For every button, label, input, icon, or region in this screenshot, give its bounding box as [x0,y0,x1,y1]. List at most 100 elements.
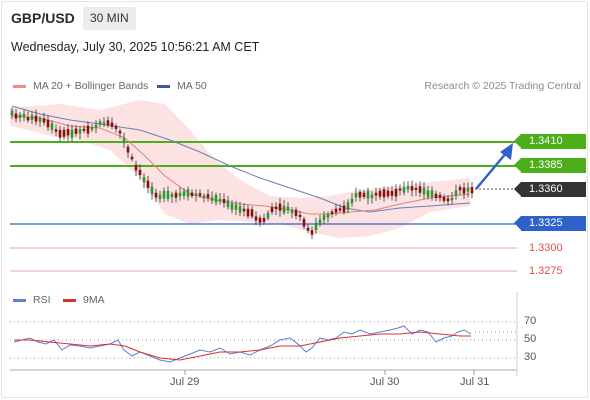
candle-body [170,193,174,198]
candle-body [410,186,414,191]
candle-body [38,118,42,122]
ma50-line [11,105,471,213]
candle-body [126,146,130,153]
x-tick-jul29: Jul 29 [170,376,200,388]
candle-body [142,177,146,183]
candle-body [326,214,330,218]
candle-body [110,122,114,127]
candle-body [154,192,158,198]
rsi-line [13,325,472,363]
candle-body [418,186,422,193]
candle-body [10,110,14,116]
candle-body [274,206,278,210]
candle-body [306,227,310,231]
bollinger-band [10,100,470,238]
candle-body [158,194,162,200]
candle-body [390,190,394,196]
candle-body [230,203,234,210]
level-label-1: 1.3410 [514,134,586,149]
candle-body [94,124,98,128]
candle-body [30,115,34,120]
candle-body [302,218,306,227]
candle-body [330,211,334,215]
candle-body [442,196,446,201]
candle-body [70,129,74,138]
candle-body [470,186,474,194]
candle-body [42,118,46,123]
x-tick-jul30: Jul 30 [370,376,400,388]
legend-ma9: 9MA [63,294,105,306]
candle-body [350,198,354,204]
candle-body [262,217,266,222]
candle-body [382,189,386,198]
candle-body [178,192,182,197]
candle-body [234,204,238,210]
candle-body [222,199,226,204]
candle-body [402,187,406,193]
candle-body [414,187,418,190]
candle-body [338,208,342,211]
ma50-swatch [157,84,170,88]
candle-body [334,208,338,213]
candle-body [98,121,102,125]
candle-body [198,193,202,196]
candle-body [14,113,18,119]
candle-body [374,192,378,196]
candlesticks [10,107,474,239]
rsi-level-70: 70 [524,315,537,327]
candle-body [130,156,134,160]
rsi-level-50: 50 [524,333,537,345]
x-tick-jul31: Jul 31 [460,376,490,388]
candle-body [270,207,274,213]
level-label-current: 1.3360 [514,182,586,197]
timestamp: Wednesday, July 30, 2025 10:56:21 AM CET [11,40,260,54]
candle-body [106,120,110,126]
candle-body [166,190,170,199]
level-label-2: 1.3385 [514,158,586,173]
candle-body [450,197,454,201]
candle-body [394,188,398,197]
candle-body [186,189,190,197]
level-label-pivot: 1.3325 [514,216,586,231]
candle-body [238,206,242,213]
candle-body [78,129,82,134]
candle-body [322,215,326,220]
candle-body [182,191,186,196]
candle-body [74,128,78,134]
candle-body [318,219,322,224]
rsi-swatch [13,298,26,302]
candle-body [214,194,218,203]
legend-ma50-label: MA 50 [177,80,207,92]
candle-body [26,117,30,121]
candle-body [438,194,442,198]
legend-rsi-label: RSI [33,294,51,306]
candle-body [226,200,230,207]
rsi-ma-line [14,331,471,361]
candle-body [370,194,374,199]
candle-body [314,222,318,231]
candle-body [190,192,194,197]
candle-body [346,202,350,210]
candle-body [102,122,106,125]
candle-body [150,186,154,195]
candle-body [362,192,366,198]
candle-body [278,203,282,211]
candle-body [218,198,222,202]
forecast-arrowhead [500,143,513,160]
candle-body [406,186,410,190]
candle-body [254,216,258,221]
candle-body [46,119,50,128]
candle-body [294,209,298,216]
candle-body [202,195,206,199]
candle-body [298,214,302,218]
candle-body [22,113,26,118]
candle-body [146,180,150,188]
level-label-support-2: 1.3275 [529,265,563,277]
legend-ma20-label: MA 20 + Bollinger Bands [33,80,149,92]
legend-ma50: MA 50 [157,80,207,92]
candle-body [162,191,166,199]
timeframe-badge[interactable]: 30 MIN [83,7,136,30]
candle-body [434,193,438,198]
credit-text: Research © 2025 Trading Central [424,80,581,92]
